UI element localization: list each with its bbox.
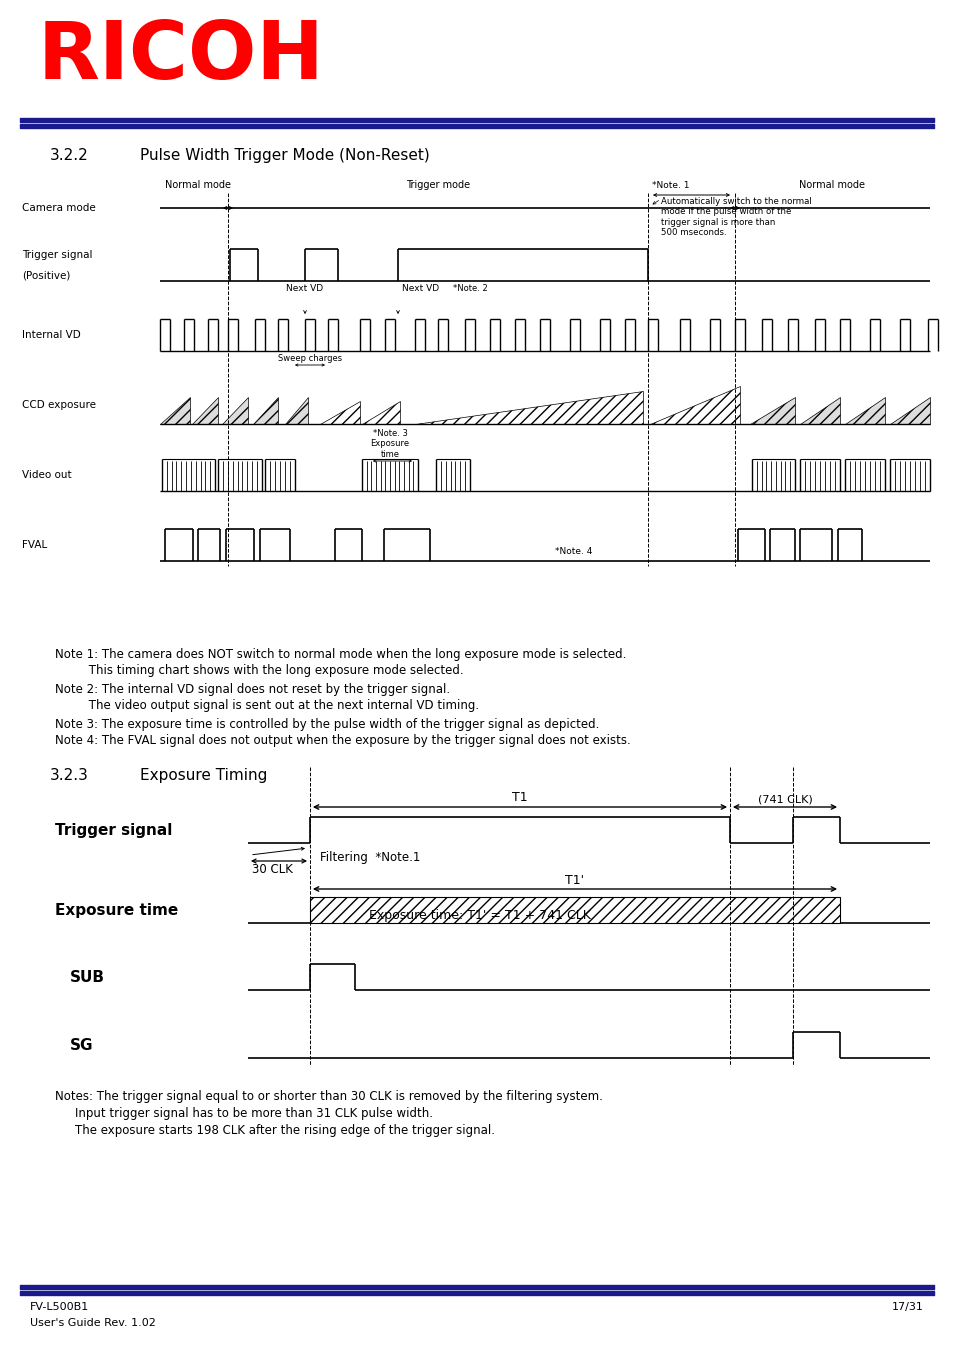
Text: Trigger signal: Trigger signal: [22, 250, 92, 261]
Polygon shape: [415, 392, 642, 424]
Polygon shape: [844, 397, 884, 424]
Text: Next VD: Next VD: [286, 284, 323, 293]
Polygon shape: [222, 397, 248, 424]
Text: Notes: The trigger signal equal to or shorter than 30 CLK is removed by the filt: Notes: The trigger signal equal to or sh…: [55, 1089, 602, 1103]
Text: Exposure Timing: Exposure Timing: [140, 768, 267, 783]
Text: Next VD: Next VD: [401, 284, 438, 293]
Text: 30 CLK: 30 CLK: [252, 863, 293, 876]
Text: Note 4: The FVAL signal does not output when the exposure by the trigger signal : Note 4: The FVAL signal does not output …: [55, 734, 630, 747]
Text: CCD exposure: CCD exposure: [22, 400, 96, 410]
Text: Sweep charges: Sweep charges: [277, 354, 342, 363]
Text: Exposure time: T1' = T1 + 741 CLK: Exposure time: T1' = T1 + 741 CLK: [369, 909, 590, 922]
Text: The video output signal is sent out at the next internal VD timing.: The video output signal is sent out at t…: [55, 699, 478, 711]
Text: SUB: SUB: [70, 969, 105, 984]
Text: Filtering  *Note.1: Filtering *Note.1: [319, 850, 420, 864]
Polygon shape: [160, 397, 190, 424]
Text: Normal mode: Normal mode: [799, 180, 864, 190]
Text: Video out: Video out: [22, 470, 71, 481]
Text: Internal VD: Internal VD: [22, 329, 81, 340]
Text: This timing chart shows with the long exposure mode selected.: This timing chart shows with the long ex…: [55, 664, 463, 676]
Text: Exposure time: Exposure time: [55, 903, 178, 918]
Text: FV-L500B1: FV-L500B1: [30, 1301, 90, 1312]
Text: The exposure starts 198 CLK after the rising edge of the trigger signal.: The exposure starts 198 CLK after the ri…: [75, 1125, 495, 1137]
Text: Trigger signal: Trigger signal: [55, 822, 172, 837]
Text: *Note. 3
Exposure
time: *Note. 3 Exposure time: [370, 429, 409, 459]
Polygon shape: [192, 397, 218, 424]
Text: Trigger mode: Trigger mode: [406, 180, 470, 190]
Polygon shape: [649, 386, 740, 424]
Text: Automatically switch to the normal
mode if the pulse width of the
trigger signal: Automatically switch to the normal mode …: [660, 197, 811, 238]
Text: *Note. 1: *Note. 1: [651, 181, 689, 190]
Text: *Note. 4: *Note. 4: [555, 547, 592, 556]
Text: RICOH: RICOH: [38, 18, 324, 96]
Text: Note 3: The exposure time is controlled by the pulse width of the trigger signal: Note 3: The exposure time is controlled …: [55, 718, 598, 730]
Text: T1': T1': [565, 873, 584, 887]
Text: Normal mode: Normal mode: [165, 180, 231, 190]
Polygon shape: [889, 397, 929, 424]
Polygon shape: [361, 401, 399, 424]
Text: Pulse Width Trigger Mode (Non-Reset): Pulse Width Trigger Mode (Non-Reset): [140, 148, 429, 163]
Text: User's Guide Rev. 1.02: User's Guide Rev. 1.02: [30, 1318, 155, 1328]
Text: T1: T1: [512, 791, 527, 805]
Text: SG: SG: [70, 1038, 93, 1053]
Text: (741 CLK): (741 CLK): [757, 794, 812, 805]
Text: FVAL: FVAL: [22, 540, 48, 549]
Polygon shape: [800, 397, 840, 424]
Text: 17/31: 17/31: [891, 1301, 923, 1312]
Text: 3.2.3: 3.2.3: [50, 768, 89, 783]
Polygon shape: [285, 397, 308, 424]
Text: Note 1: The camera does NOT switch to normal mode when the long exposure mode is: Note 1: The camera does NOT switch to no…: [55, 648, 626, 662]
Text: Note 2: The internal VD signal does not reset by the trigger signal.: Note 2: The internal VD signal does not …: [55, 683, 450, 697]
Text: Input trigger signal has to be more than 31 CLK pulse width.: Input trigger signal has to be more than…: [75, 1107, 433, 1120]
Text: (Positive): (Positive): [22, 270, 71, 279]
Polygon shape: [749, 397, 794, 424]
Text: Camera mode: Camera mode: [22, 202, 95, 213]
Bar: [310, 896, 840, 923]
Polygon shape: [319, 401, 359, 424]
Text: *Note. 2: *Note. 2: [453, 284, 487, 293]
Text: 3.2.2: 3.2.2: [50, 148, 89, 163]
Polygon shape: [253, 397, 277, 424]
